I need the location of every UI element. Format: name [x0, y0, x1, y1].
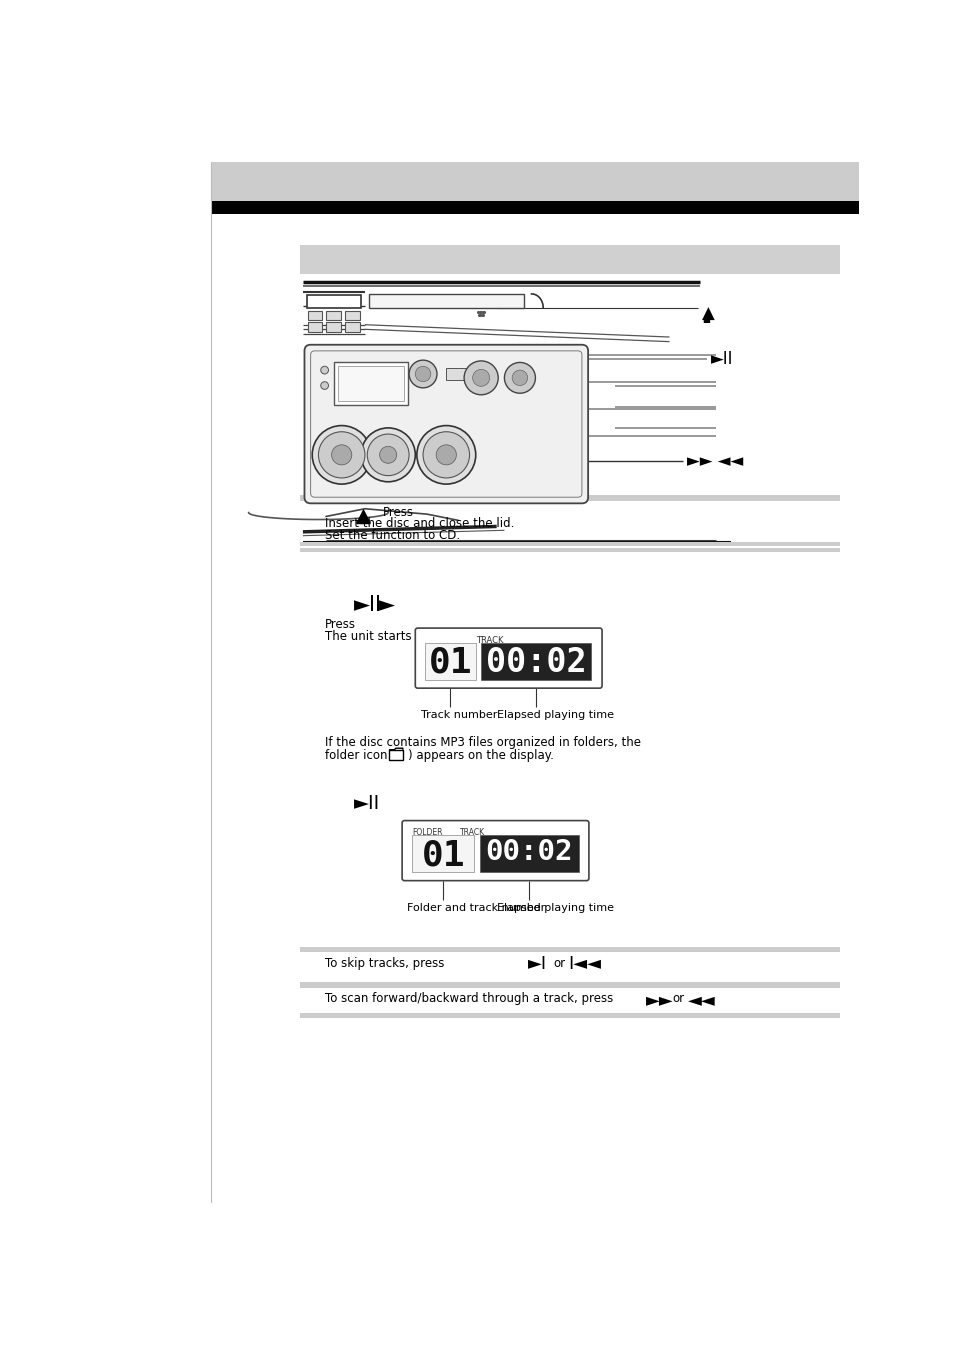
Bar — [299, 245, 840, 274]
Circle shape — [332, 445, 352, 465]
Bar — [344, 311, 359, 320]
Bar — [337, 366, 403, 402]
Text: ►►: ►► — [645, 991, 673, 1009]
Text: If the disc contains MP3 files organized in folders, the: If the disc contains MP3 files organized… — [324, 735, 640, 749]
FancyBboxPatch shape — [304, 345, 587, 503]
Bar — [211, 162, 858, 200]
Bar — [334, 362, 407, 404]
Bar — [446, 368, 465, 380]
Bar — [344, 322, 359, 331]
Text: ►II: ►II — [354, 595, 381, 615]
Text: ►: ► — [378, 595, 395, 615]
Text: folder icon (: folder icon ( — [324, 749, 395, 763]
Circle shape — [504, 362, 535, 393]
Text: Elapsed playing time: Elapsed playing time — [497, 903, 614, 913]
Bar — [307, 322, 322, 331]
Text: Elapsed playing time: Elapsed playing time — [497, 711, 614, 721]
Circle shape — [436, 445, 456, 465]
Text: ▲: ▲ — [701, 306, 714, 323]
Bar — [211, 200, 858, 214]
Circle shape — [367, 434, 409, 476]
Bar — [425, 642, 476, 680]
Circle shape — [379, 446, 396, 464]
Bar — [299, 542, 840, 546]
Text: or: or — [553, 957, 565, 969]
Circle shape — [472, 369, 489, 387]
Circle shape — [464, 361, 497, 395]
Circle shape — [415, 366, 431, 381]
Circle shape — [318, 431, 365, 479]
Bar — [299, 983, 840, 988]
Circle shape — [320, 381, 328, 389]
Circle shape — [360, 427, 415, 481]
Text: 00:02: 00:02 — [485, 838, 573, 867]
Circle shape — [422, 431, 469, 479]
Bar — [307, 296, 360, 308]
Text: Folder and track number: Folder and track number — [406, 903, 544, 913]
Bar — [299, 946, 840, 952]
Circle shape — [320, 366, 328, 375]
Text: ►► ◄◄: ►► ◄◄ — [686, 452, 742, 470]
Text: 01: 01 — [428, 646, 472, 680]
Bar — [326, 322, 340, 331]
Text: To scan forward/backward through a track, press: To scan forward/backward through a track… — [324, 992, 612, 1006]
Bar — [480, 642, 591, 680]
Bar — [299, 495, 840, 502]
Bar — [299, 1013, 840, 1018]
Text: Press: Press — [382, 506, 414, 519]
Bar — [412, 836, 474, 872]
Bar — [326, 311, 340, 320]
Text: TRACK: TRACK — [476, 635, 503, 645]
Bar — [307, 311, 322, 320]
Bar — [369, 293, 523, 308]
Text: ) appears on the display.: ) appears on the display. — [408, 749, 554, 763]
Text: ▬: ▬ — [701, 318, 709, 326]
Text: I◄◄: I◄◄ — [568, 956, 601, 973]
Text: TRACK: TRACK — [459, 829, 485, 837]
Text: FOLDER: FOLDER — [412, 829, 442, 837]
FancyBboxPatch shape — [402, 821, 588, 880]
Text: Set the function to CD.: Set the function to CD. — [324, 529, 459, 542]
Text: ►II: ►II — [354, 794, 380, 813]
Text: ▲: ▲ — [355, 506, 371, 525]
Text: Track number: Track number — [421, 711, 497, 721]
FancyBboxPatch shape — [415, 629, 601, 688]
Circle shape — [409, 360, 436, 388]
Text: ►II: ►II — [711, 350, 733, 368]
Text: The unit starts playing.: The unit starts playing. — [324, 630, 462, 644]
Bar — [299, 548, 840, 552]
Text: 01: 01 — [421, 838, 464, 872]
Text: 00:02: 00:02 — [485, 646, 586, 679]
Text: Press: Press — [324, 618, 355, 631]
Circle shape — [416, 426, 476, 484]
Text: To skip tracks, press: To skip tracks, press — [324, 957, 443, 969]
Text: ►I: ►I — [527, 956, 546, 973]
Bar — [479, 836, 578, 872]
Circle shape — [312, 426, 371, 484]
Text: ◄◄: ◄◄ — [687, 991, 715, 1009]
Text: or: or — [672, 992, 684, 1006]
Circle shape — [512, 370, 527, 385]
FancyBboxPatch shape — [389, 750, 402, 760]
Text: Insert the disc and close the lid.: Insert the disc and close the lid. — [324, 518, 514, 530]
